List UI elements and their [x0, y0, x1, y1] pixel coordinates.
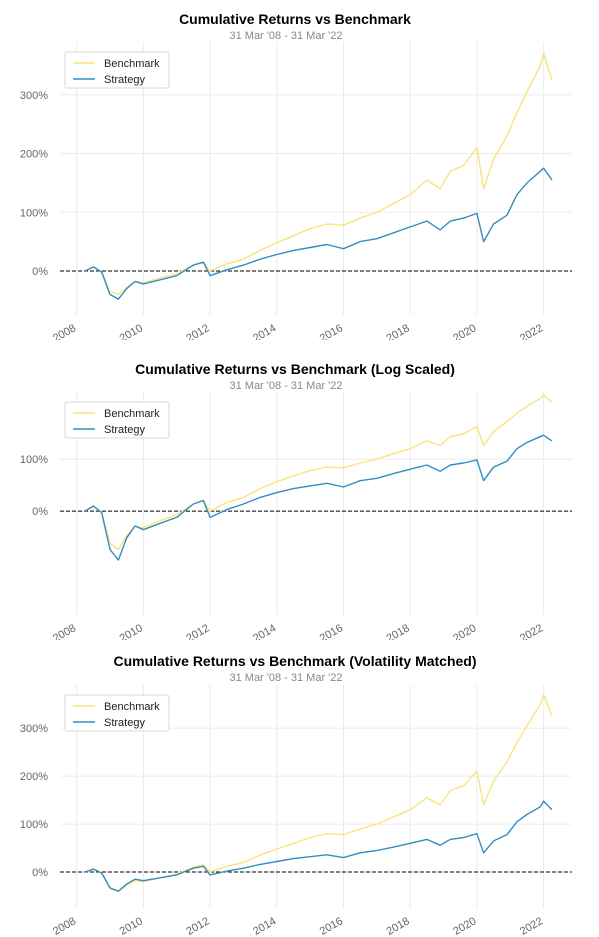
legend-label: Strategy	[104, 717, 145, 729]
y-tick-label: 300%	[20, 90, 48, 102]
y-tick-label: 100%	[20, 819, 48, 831]
y-tick-label: 0%	[32, 867, 48, 879]
legend-label: Benchmark	[104, 58, 160, 70]
x-tick-label: 2014	[251, 622, 278, 640]
chart-title: Cumulative Returns vs Benchmark (Log Sca…	[135, 361, 455, 377]
volatility-matched-returns-chart: 0% 100% 200% 300% 2008 2010 2012 2014 2016 2018 20…	[20, 685, 572, 937]
x-tick-label: 2022	[518, 322, 545, 340]
x-tick-label: 2012	[184, 622, 211, 640]
x-tick-label: 2018	[385, 622, 412, 640]
strategy-line	[84, 434, 553, 561]
cumulative-returns-chart: 0% 100% 200% 300% 2008 2010 2012 2014 2016 2018 20…	[20, 42, 572, 340]
x-tick-label: 2022	[518, 622, 545, 640]
legend-label: Strategy	[104, 74, 145, 86]
chart-title: Cumulative Returns vs Benchmark (Volatil…	[113, 653, 477, 669]
y-tick-label: 200%	[20, 149, 48, 161]
benchmark-line	[84, 52, 553, 296]
legend-label: Strategy	[104, 424, 145, 436]
y-tick-label: 0%	[32, 506, 48, 518]
x-tick-label: 2018	[385, 322, 412, 340]
x-tick-label: 2014	[251, 915, 278, 937]
x-tick-label: 2010	[118, 322, 145, 340]
x-tick-label: 2020	[451, 915, 478, 937]
x-tick-label: 2008	[51, 915, 78, 937]
x-tick-label: 2014	[251, 322, 278, 340]
strategy-line	[84, 800, 553, 892]
y-tick-label: 100%	[20, 454, 48, 466]
x-tick-label: 2016	[318, 915, 345, 937]
x-tick-label: 2020	[451, 622, 478, 640]
x-tick-label: 2016	[318, 622, 345, 640]
x-tick-label: 2020	[451, 322, 478, 340]
x-tick-label: 2018	[385, 915, 412, 937]
chart-subtitle: 31 Mar '08 - 31 Mar '22	[229, 380, 343, 392]
strategy-line	[84, 167, 553, 300]
x-tick-label: 2008	[51, 322, 78, 340]
y-tick-label: 100%	[20, 207, 48, 219]
x-tick-label: 2022	[518, 915, 545, 937]
chart-title: Cumulative Returns vs Benchmark	[179, 11, 411, 27]
chart-subtitle: 31 Mar '08 - 31 Mar '22	[229, 672, 343, 684]
x-tick-label: 2008	[51, 622, 78, 640]
legend-label: Benchmark	[104, 701, 160, 713]
y-tick-label: 0%	[32, 266, 48, 278]
x-tick-label: 2010	[118, 622, 145, 640]
y-tick-label: 200%	[20, 771, 48, 783]
benchmark-line	[84, 693, 553, 892]
x-tick-label: 2012	[184, 915, 211, 937]
chart-panel-2: Cumulative Returns vs Benchmark (Log Sca…	[0, 350, 599, 640]
x-tick-label: 2016	[318, 322, 345, 340]
log-scaled-returns-chart: 0% 100% 2008 2010 2012 2014 2016 2018 2020 2022 Be…	[20, 392, 572, 640]
chart-panel-3: Cumulative Returns vs Benchmark (Volatil…	[0, 643, 599, 937]
y-tick-label: 300%	[20, 723, 48, 735]
chart-subtitle: 31 Mar '08 - 31 Mar '22	[229, 30, 343, 42]
chart-panel-1: Cumulative Returns vs Benchmark 31 Mar '…	[0, 0, 599, 340]
x-tick-label: 2010	[118, 915, 145, 937]
legend-label: Benchmark	[104, 408, 160, 420]
x-tick-label: 2012	[184, 322, 211, 340]
